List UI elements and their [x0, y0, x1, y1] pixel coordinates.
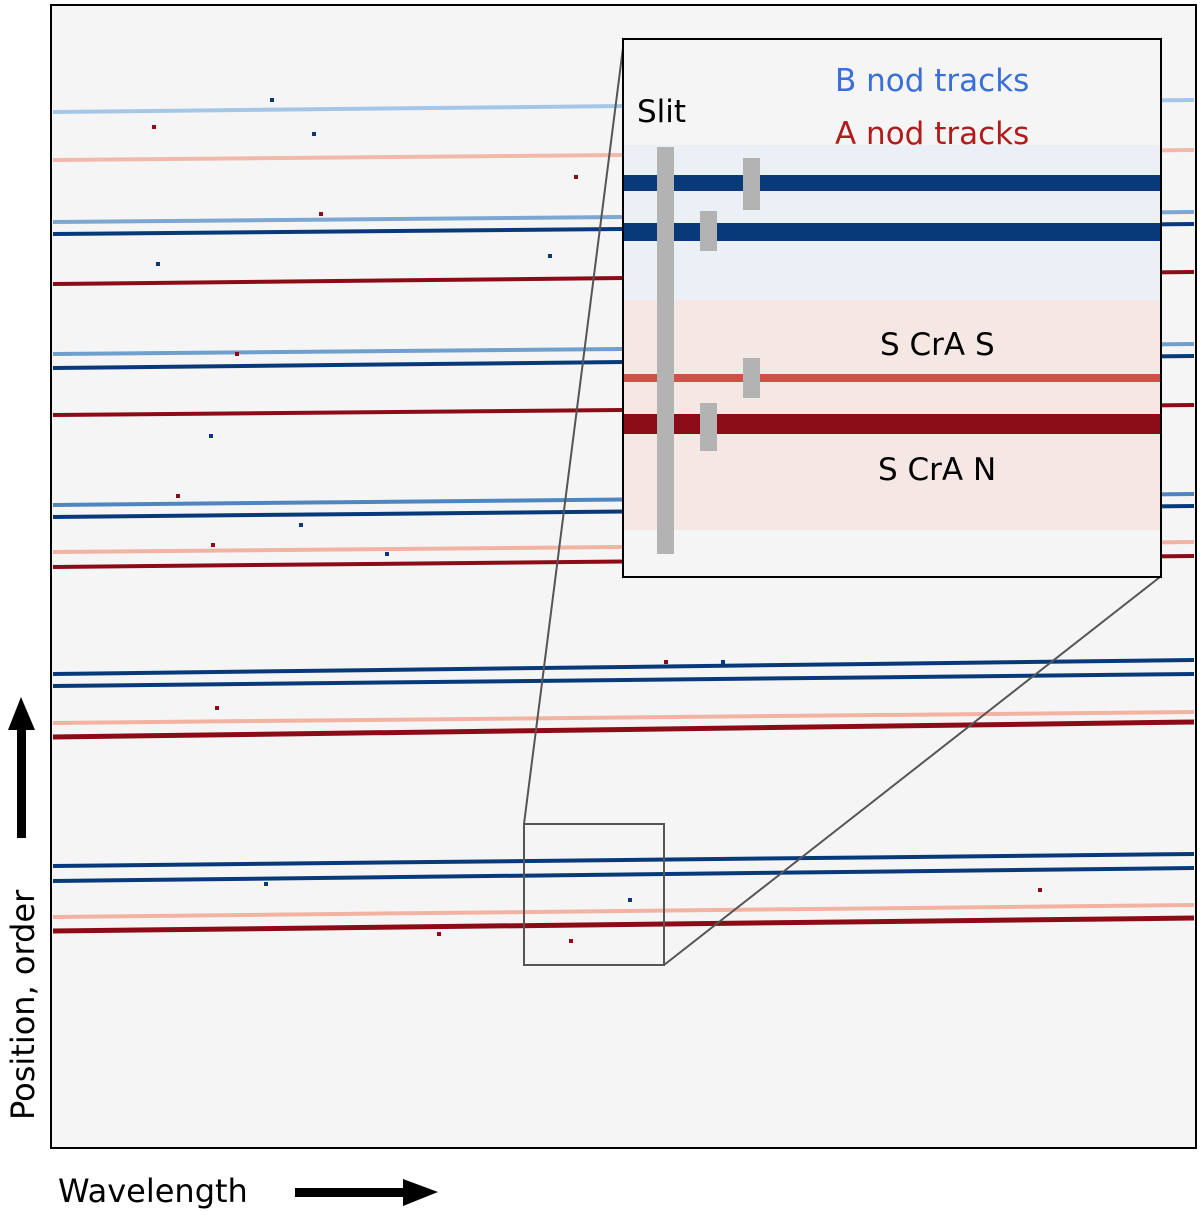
zoom-region-box — [523, 823, 665, 966]
slit-label: Slit — [637, 94, 686, 130]
zoom-connector-right — [663, 576, 1161, 966]
inset-b-track-2 — [624, 223, 1160, 241]
slit-marker-b2 — [700, 211, 717, 251]
slit-marker-a2 — [700, 403, 717, 451]
bad-pixel — [299, 523, 303, 527]
bad-pixel — [1038, 888, 1042, 892]
bad-pixel — [437, 932, 441, 936]
y-axis-label: Position, order — [4, 889, 42, 1120]
spectral-track — [52, 866, 1195, 883]
y-axis-arrow — [8, 697, 35, 838]
bad-pixel — [319, 212, 323, 216]
source-south-label: S CrA S — [880, 327, 995, 363]
spectral-track — [52, 672, 1195, 688]
bad-pixel — [264, 882, 268, 886]
bad-pixel — [156, 262, 160, 266]
zoom-connector-left — [523, 39, 625, 825]
spectral-track — [52, 915, 1195, 934]
bad-pixel — [211, 543, 215, 547]
bad-pixel — [721, 660, 725, 664]
inset-b-track-1 — [624, 175, 1160, 191]
b-nod-legend: B nod tracks — [835, 63, 1029, 99]
inset-a-track-1 — [624, 374, 1160, 382]
bad-pixel — [152, 125, 156, 129]
bad-pixel — [209, 434, 213, 438]
bad-pixel — [176, 494, 180, 498]
bad-pixel — [574, 175, 578, 179]
bad-pixel — [628, 898, 632, 902]
bad-pixel — [385, 552, 389, 556]
x-axis-arrow — [295, 1179, 438, 1206]
inset-panel: Slit B nod tracks A nod tracks S CrA S S… — [622, 38, 1162, 578]
spectral-track — [52, 710, 1195, 725]
inset-a-track-2 — [624, 414, 1160, 434]
a-nod-legend: A nod tracks — [835, 116, 1029, 152]
bad-pixel — [664, 660, 668, 664]
bad-pixel — [270, 98, 274, 102]
slit-marker-b1 — [743, 158, 760, 210]
bad-pixel — [235, 352, 239, 356]
x-axis-label: Wavelength — [58, 1172, 248, 1210]
slit-marker-a1 — [743, 358, 760, 398]
bad-pixel — [215, 706, 219, 710]
spectral-track — [52, 719, 1195, 740]
spectral-track — [52, 852, 1195, 868]
source-north-label: S CrA N — [878, 452, 996, 488]
bad-pixel — [312, 132, 316, 136]
spectral-track — [52, 658, 1195, 676]
bad-pixel — [569, 939, 573, 943]
bad-pixel — [548, 254, 552, 258]
slit-bar — [657, 147, 674, 554]
spectral-track — [52, 903, 1195, 919]
